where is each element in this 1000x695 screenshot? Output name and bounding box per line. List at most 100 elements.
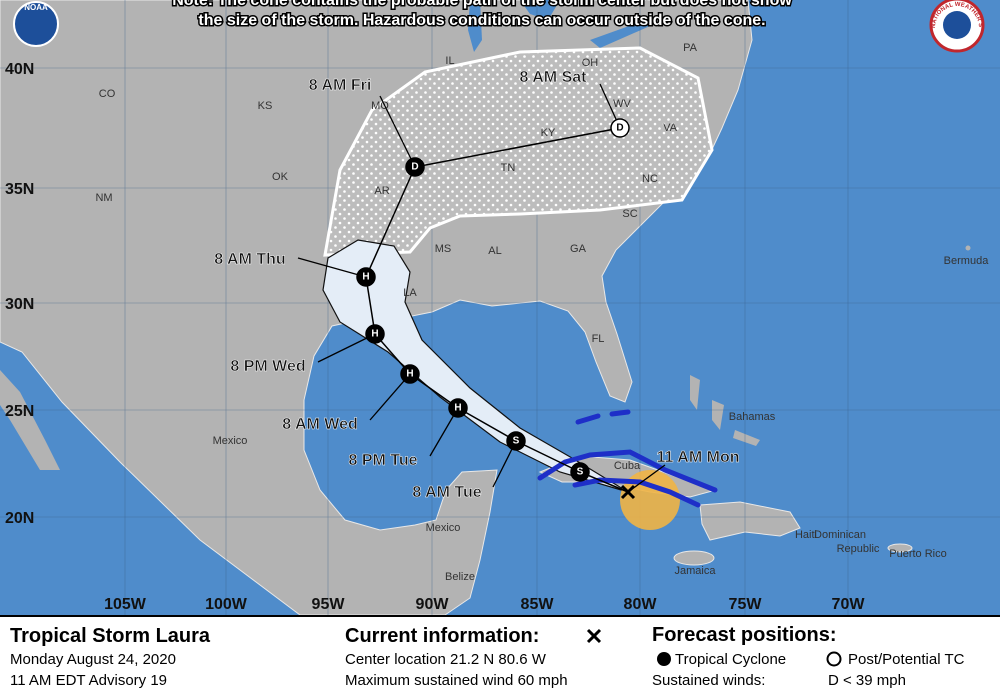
marker-letter: S (577, 467, 584, 478)
x-mark (586, 628, 602, 644)
place-label: Jamaica (675, 565, 717, 577)
lon-label: 70W (832, 596, 866, 613)
lon-label: 85W (521, 596, 555, 613)
forecast-marker (356, 267, 376, 287)
place-label: GA (570, 243, 587, 255)
place-label: NM (95, 192, 112, 204)
sustained-winds: Sustained winds: (652, 672, 765, 689)
forecast-label: 8 AM Wed (282, 416, 358, 433)
place-label: Cuba (614, 460, 641, 472)
place-label: FL (592, 333, 605, 345)
island (887, 543, 913, 553)
place-label: Mexico (213, 435, 248, 447)
place-label: Belize (445, 571, 475, 583)
place-label: KS (258, 100, 273, 112)
advisory: 11 AM EDT Advisory 19 (10, 672, 167, 689)
warnings (537, 409, 718, 508)
ptc-symbol (826, 651, 842, 667)
lat-label: 20N (5, 510, 34, 527)
place-label: MS (435, 243, 452, 255)
noaa-logo (13, 1, 59, 47)
place-label: Republic (837, 543, 880, 555)
leader (369, 373, 411, 421)
forecast-label: 8 AM Tue (412, 484, 481, 501)
lake (520, 0, 560, 20)
storm-name: Tropical Storm Laura (10, 625, 211, 647)
marker-letter: H (371, 329, 378, 340)
leader (379, 95, 416, 168)
ptc-legend: Post/Potential TC (848, 651, 965, 668)
warning-line (537, 449, 718, 493)
place-label: WV (613, 98, 631, 110)
place-label: AR (374, 185, 389, 197)
marker-letter: H (406, 369, 413, 380)
place-label: VA (663, 122, 678, 134)
place-label: Bermuda (944, 255, 990, 267)
center-location: Center location 21.2 N 80.6 W (345, 651, 547, 668)
tc-symbol (657, 652, 671, 666)
forecast-marker (405, 157, 425, 177)
place-label: SC (622, 208, 637, 220)
place-label: NC (642, 173, 658, 185)
cone-days-4-5 (323, 46, 714, 257)
forecast-label: 11 AM Mon (657, 449, 740, 466)
forecast-marker (570, 462, 590, 482)
island (965, 245, 971, 251)
marker-letter: D (411, 162, 418, 173)
lon-label: 100W (205, 596, 248, 613)
x-mark (620, 484, 636, 500)
marker-letter: H (362, 272, 369, 283)
place-label: IL (445, 55, 454, 67)
date: Monday August 24, 2020 (10, 651, 176, 668)
land (0, 370, 60, 470)
forecast-label: 8 AM Fri (309, 77, 372, 94)
cone-note: Note: The cone contains the probable pat… (172, 0, 792, 9)
island (699, 501, 801, 541)
tc-legend: Tropical Cyclone (675, 651, 786, 668)
place-label: KY (541, 127, 556, 139)
leader (297, 257, 367, 278)
place-label: TN (501, 162, 516, 174)
island (673, 550, 715, 566)
lon-label: 90W (416, 596, 450, 613)
leader (317, 333, 376, 363)
leader-lines (297, 83, 666, 493)
place-label: Haiti (795, 529, 817, 541)
current-position (620, 484, 636, 500)
lon-label: 105W (104, 596, 147, 613)
marker-letter: D (616, 123, 623, 134)
forecast-marker (610, 118, 630, 138)
lake (590, 22, 650, 48)
forecast-marker (506, 431, 526, 451)
place-label: AL (488, 245, 501, 257)
lat-label: 25N (5, 403, 34, 420)
wind-field (620, 470, 680, 530)
forecast-title: Forecast positions: (652, 624, 836, 646)
forecast-marker (365, 324, 385, 344)
lon-label: 80W (624, 596, 658, 613)
lake (468, 0, 482, 52)
lon-label: 75W (729, 596, 763, 613)
place-label: LA (403, 287, 417, 299)
warning-line (572, 477, 701, 508)
marker-letter: H (454, 403, 461, 414)
marker-letter: S (513, 436, 520, 447)
forecast-marker (448, 398, 468, 418)
warning-line (575, 409, 631, 425)
forecast-label: 8 AM Sat (520, 69, 588, 86)
place-label: Dominican (814, 529, 866, 541)
place-label: CO (99, 88, 116, 100)
place-label: Puerto Rico (889, 548, 946, 560)
place-label: MO (371, 100, 389, 112)
nws-logo-inner (943, 11, 971, 39)
lat-label: 40N (5, 61, 34, 78)
forecast-marker (400, 364, 420, 384)
lat-label: 30N (5, 296, 34, 313)
forecast-label: 8 PM Tue (348, 452, 417, 469)
noaa-text: NOAA (24, 3, 48, 12)
place-label: Mexico (426, 522, 461, 534)
current-title: Current information: (345, 625, 539, 647)
place-label: OK (272, 171, 289, 183)
forecast-label: 8 PM Wed (230, 358, 305, 375)
place-label: OH (582, 57, 599, 69)
